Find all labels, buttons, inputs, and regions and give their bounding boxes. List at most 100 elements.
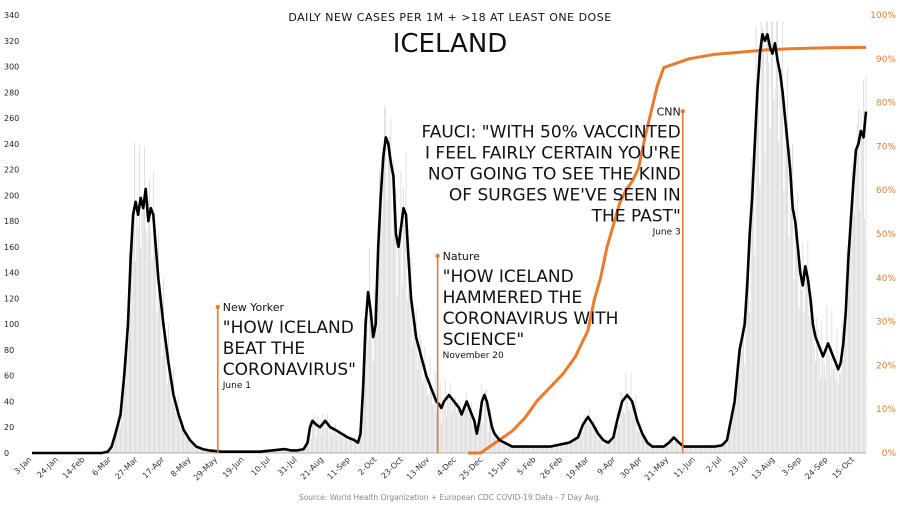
daily-bar — [853, 173, 854, 453]
daily-bar — [197, 446, 198, 453]
daily-bar — [386, 199, 388, 453]
daily-bar — [319, 419, 321, 453]
daily-bar — [671, 439, 672, 453]
daily-bar — [669, 439, 671, 453]
daily-bar — [297, 451, 298, 453]
daily-bar — [146, 233, 148, 453]
daily-cases-bars — [103, 21, 867, 454]
daily-bar — [111, 447, 112, 453]
daily-bar — [484, 391, 485, 453]
annotation-headline-line: I FEEL FAIRLY CERTAIN YOU'RE — [425, 143, 681, 163]
daily-bar — [510, 443, 512, 453]
daily-bar — [475, 426, 476, 453]
daily-bar — [428, 393, 430, 453]
daily-bar — [626, 393, 628, 453]
daily-bar — [315, 438, 317, 453]
vaccination-line — [468, 45, 867, 455]
daily-bar — [376, 301, 378, 453]
daily-bar — [390, 118, 392, 453]
daily-bar — [734, 404, 735, 453]
y-axis-right: 0% 10% 20% 30% 40% 50% 60% 70% 80% 90% 100% — [870, 11, 896, 459]
daily-bar — [504, 442, 505, 453]
daily-bar — [318, 423, 320, 453]
x-tick-label: 23-Oct — [379, 455, 405, 481]
daily-bar — [333, 429, 335, 453]
daily-bar — [792, 143, 794, 453]
daily-bar — [789, 147, 791, 453]
daily-bar — [794, 202, 796, 453]
daily-bar — [271, 451, 273, 453]
daily-bar — [372, 361, 374, 453]
daily-bar — [356, 441, 358, 453]
daily-bar — [714, 446, 715, 453]
daily-bar — [539, 445, 541, 453]
daily-bar — [639, 432, 641, 453]
daily-bar — [558, 447, 560, 453]
daily-bar — [361, 416, 363, 453]
daily-bar — [538, 447, 540, 453]
daily-bar — [855, 145, 857, 453]
daily-bar — [476, 430, 478, 453]
daily-bar — [438, 406, 440, 453]
daily-bar — [861, 129, 863, 453]
daily-bar — [630, 372, 632, 453]
x-tick-label: 11-Sep — [326, 455, 352, 481]
daily-bar — [134, 142, 135, 453]
daily-bar — [741, 325, 743, 453]
daily-bar — [417, 369, 418, 453]
daily-bar — [601, 434, 603, 453]
y-right-tick-label: 80% — [876, 99, 896, 109]
daily-bar — [817, 330, 819, 453]
daily-bar — [190, 443, 192, 453]
daily-bar — [780, 69, 782, 454]
daily-bar — [452, 397, 454, 453]
daily-bar — [400, 171, 402, 453]
daily-bar — [854, 214, 855, 453]
daily-bar — [529, 446, 531, 453]
daily-bar — [154, 212, 155, 453]
daily-bar — [173, 367, 174, 453]
daily-bar — [508, 445, 509, 453]
daily-bar — [516, 448, 518, 453]
daily-bar — [720, 446, 722, 453]
daily-bar — [113, 434, 115, 453]
daily-bar — [420, 340, 422, 453]
daily-bar — [139, 145, 140, 453]
y-left-tick-label: 260 — [4, 114, 19, 123]
daily-bar — [458, 406, 460, 453]
daily-bar — [399, 249, 401, 453]
daily-bar — [303, 448, 305, 453]
y-right-tick-label: 40% — [876, 274, 896, 284]
daily-bar — [571, 440, 572, 453]
daily-bar — [612, 440, 614, 453]
daily-bar — [174, 407, 176, 453]
daily-bar — [561, 444, 562, 453]
y-right-tick-label: 20% — [876, 361, 896, 371]
daily-bar — [422, 383, 423, 453]
daily-bar — [168, 323, 169, 453]
daily-bar — [195, 448, 197, 453]
daily-bar — [820, 377, 821, 453]
x-tick-label: 3-Sep — [780, 455, 803, 478]
daily-bar — [668, 445, 670, 453]
daily-bar — [738, 355, 739, 453]
chart-subtitle: ICELAND — [393, 29, 508, 59]
daily-bar — [748, 241, 749, 453]
daily-bar — [394, 208, 396, 453]
daily-bar — [192, 442, 193, 453]
daily-bar — [837, 383, 839, 453]
y-left-tick-label: 280 — [4, 88, 19, 97]
daily-bar — [345, 433, 346, 453]
daily-bar — [395, 188, 397, 453]
daily-bar — [149, 179, 150, 454]
y-left-tick-label: 200 — [4, 191, 19, 200]
daily-bar — [777, 21, 778, 454]
daily-bar — [486, 388, 488, 453]
daily-bar — [799, 265, 801, 453]
x-tick-label: 8-May — [169, 455, 193, 479]
daily-bar — [706, 444, 708, 453]
daily-bar — [788, 237, 790, 453]
daily-bar — [860, 108, 862, 453]
daily-bar — [509, 445, 511, 453]
daily-bar — [722, 445, 724, 453]
